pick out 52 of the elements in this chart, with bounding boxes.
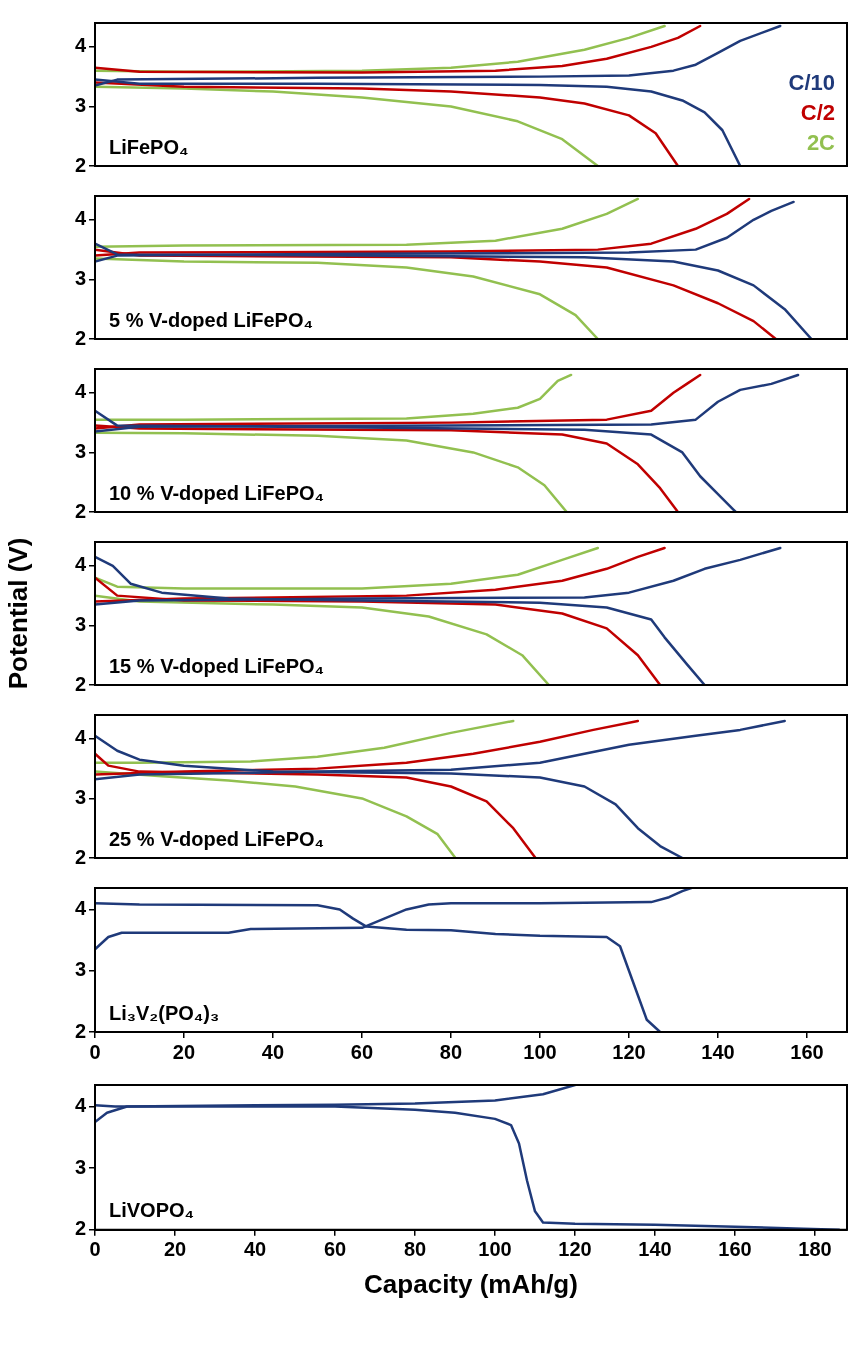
annotation: 5 % V-doped LiFePO₄ [109,308,314,331]
y-tick-label: 4 [74,726,87,749]
x-tick-label: 80 [439,1040,463,1063]
y-tick-label: 2 [74,153,86,176]
x-tick-label: 120 [612,1040,646,1063]
y-tick-label: 3 [74,958,86,981]
x-tick-label: 20 [172,1040,196,1063]
y-tick-label: 2 [74,1217,86,1240]
y-tick-label: 3 [74,1155,86,1178]
x-tick-label: 140 [701,1040,735,1063]
annotation: Li₃V₂(PO₄)₃ [109,1001,220,1024]
y-axis-title: Potential (V) [2,537,33,690]
x-tick-label: 140 [638,1238,672,1261]
y-tick-label: 2 [74,326,86,349]
y-tick-label: 4 [74,207,87,230]
x-tick-label: 0 [89,1040,101,1063]
y-tick-label: 4 [74,34,87,57]
y-tick-label: 4 [74,553,87,576]
y-tick-label: 2 [74,845,86,868]
y-tick-label: 3 [74,266,86,289]
x-tick-label: 180 [798,1238,832,1261]
y-tick-label: 3 [74,785,86,808]
y-tick-label: 2 [74,499,86,522]
x-tick-label: 60 [323,1238,347,1261]
annotation: 25 % V-doped LiFePO₄ [109,827,325,850]
annotation: 10 % V-doped LiFePO₄ [109,481,325,504]
y-tick-label: 3 [74,93,86,116]
x-tick-label: 60 [350,1040,374,1063]
x-tick-label: 160 [718,1238,752,1261]
y-tick-label: 4 [74,896,87,919]
x-tick-label: 80 [403,1238,427,1261]
text: 2C [806,130,836,156]
y-tick-label: 2 [74,672,86,695]
x-axis-title: Capacity (mAh/g) [364,1268,578,1299]
annotation: 15 % V-doped LiFePO₄ [109,654,325,677]
x-tick-label: 0 [89,1238,101,1261]
y-tick-label: 3 [74,612,86,635]
x-tick-label: 40 [243,1238,267,1261]
y-tick-label: 4 [74,1094,87,1117]
y-tick-label: 3 [74,439,86,462]
x-tick-label: 100 [478,1238,512,1261]
x-tick-label: 120 [558,1238,592,1261]
x-tick-label: 160 [790,1040,824,1063]
y-tick-label: 2 [74,1019,86,1042]
annotation: LiVOPO₄ [109,1199,195,1222]
text: C/10 [788,70,835,96]
annotation: LiFePO₄ [109,135,189,158]
text: C/2 [800,100,835,126]
y-tick-label: 4 [74,380,87,403]
x-tick-label: 40 [261,1040,285,1063]
x-tick-label: 20 [163,1238,187,1261]
x-tick-label: 100 [523,1040,557,1063]
